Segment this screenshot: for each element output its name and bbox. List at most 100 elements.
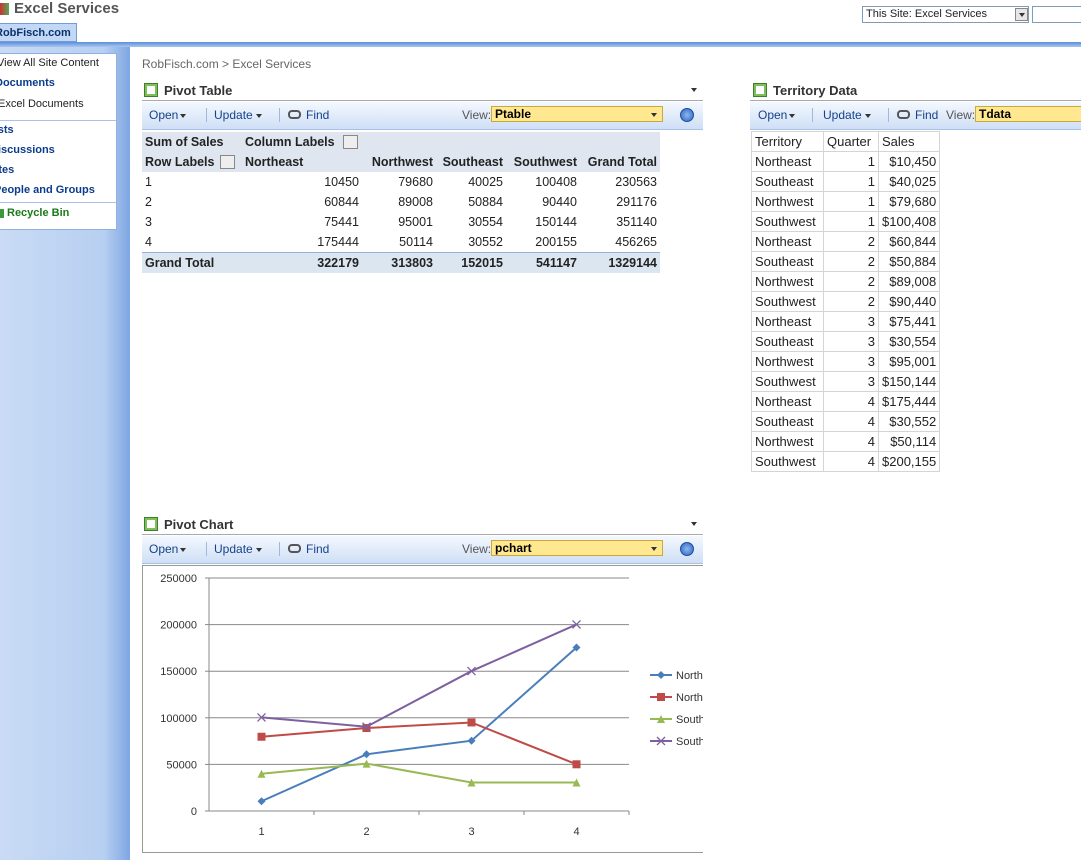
separator [279,542,280,556]
breadcrumb-link[interactable]: RobFisch.com [142,57,219,71]
caret [256,548,262,552]
webpart-icon [144,83,158,97]
separator [206,108,207,122]
webpart-icon [753,83,767,97]
nav-link[interactable]: Excel Documents [0,98,84,110]
binoculars-icon [288,544,301,553]
y-tick-label: 0 [191,806,197,818]
cell: Southeast [752,252,824,272]
column-header: Northwest [362,152,436,172]
webpart-menu[interactable] [691,88,697,92]
toolbar-open[interactable]: Open [149,108,178,122]
toolbar-view-label: View: [946,108,975,122]
data-row: Northeast4$175,444 [752,392,940,412]
caret [865,114,871,118]
data-row: Northwest4$50,114 [752,432,940,452]
cell: $30,552 [879,412,940,432]
series-line [262,624,577,726]
view-select[interactable]: pchart [491,540,663,556]
column-header: Territory [752,132,824,152]
y-tick-label: 50000 [166,759,197,771]
y-tick-label: 100000 [160,713,197,725]
cell: $30,554 [879,332,940,352]
scope-dropdown-button[interactable] [1015,8,1028,21]
cell: $79,680 [879,192,940,212]
nav-heading[interactable]: Documents [0,77,55,89]
value-cell: 40025 [436,172,506,192]
nav-heading[interactable]: Sites [0,164,14,176]
search-scope[interactable]: This Site: Excel Services [862,6,1029,23]
cell: $60,844 [879,232,940,252]
x-tick-label: 3 [468,826,474,838]
data-row: 1104507968040025100408230563 [142,172,660,192]
breadcrumb-separator: > [222,57,229,71]
toolbar-update[interactable]: Update [214,542,253,556]
cell: 1 [824,192,879,212]
nav-heading[interactable]: Discussions [0,144,55,156]
cell: $50,884 [879,252,940,272]
column-labels-cell: Column Labels [242,132,660,152]
help-icon[interactable] [680,542,694,556]
toolbar-view-label: View: [462,108,491,122]
toolbar-open[interactable]: Open [758,108,787,122]
value-cell: 50884 [436,192,506,212]
value-cell: 30554 [436,212,506,232]
nav-heading[interactable]: People and Groups [0,184,95,196]
data-row: Northwest3$95,001 [752,352,940,372]
cell: 1 [824,212,879,232]
toolbar-find[interactable]: Find [306,108,329,122]
value-cell: 351140 [580,212,660,232]
search-box[interactable] [1032,6,1081,23]
toolbar-find[interactable]: Find [915,108,938,122]
nav-heading[interactable]: Lists [0,124,14,136]
cell: 1 [824,172,879,192]
nav-recycle[interactable]: Recycle Bin [7,207,69,219]
pivot-grid: Sum of SalesColumn LabelsRow LabelsNorth… [142,132,660,273]
row-label: 2 [142,192,242,212]
site-tab[interactable]: RobFisch.com [0,23,77,42]
toolbar-update[interactable]: Update [823,108,862,122]
data-row: 3754419500130554150144351140 [142,212,660,232]
view-select[interactable]: Ptable [491,106,663,122]
cell: $175,444 [879,392,940,412]
cell: $100,408 [879,212,940,232]
value-cell: 1329144 [580,253,660,274]
cell: Northwest [752,432,824,452]
row-label: 4 [142,232,242,253]
legend-label: Northeast [676,670,703,682]
filter-button[interactable] [220,155,235,169]
webpart-menu[interactable] [691,522,697,526]
legend-label: Southeast [676,714,703,726]
toolbar: Open Update Find View:Tdata [750,102,1081,130]
y-tick-label: 200000 [160,620,197,632]
toolbar-open[interactable]: Open [149,542,178,556]
data-row: Southeast1$40,025 [752,172,940,192]
cell: $75,441 [879,312,940,332]
breadcrumb-current: Excel Services [232,57,311,71]
corner-label: Sum of Sales [142,132,242,152]
value-cell: 60844 [242,192,362,212]
data-row: Northwest1$79,680 [752,192,940,212]
view-select[interactable]: Tdata [975,106,1081,122]
caret [651,113,657,117]
cell: Southwest [752,452,824,472]
header-row: Sum of SalesColumn Labels [142,132,660,152]
help-icon[interactable] [680,108,694,122]
value-cell: 150144 [506,212,580,232]
toolbar-update[interactable]: Update [214,108,253,122]
value-cell: 90440 [506,192,580,212]
cell: Southwest [752,212,824,232]
toolbar-find[interactable]: Find [306,542,329,556]
nav-link[interactable]: View All Site Content [0,57,99,69]
cell: Northwest [752,272,824,292]
value-cell: 313803 [362,253,436,274]
pivot-table: Sum of SalesColumn LabelsRow LabelsNorth… [142,132,660,273]
filter-button[interactable] [343,135,358,149]
marker [573,760,581,768]
caret [180,114,186,118]
cell: $40,025 [879,172,940,192]
column-header: Quarter [824,132,879,152]
data-row: Southeast4$30,552 [752,412,940,432]
